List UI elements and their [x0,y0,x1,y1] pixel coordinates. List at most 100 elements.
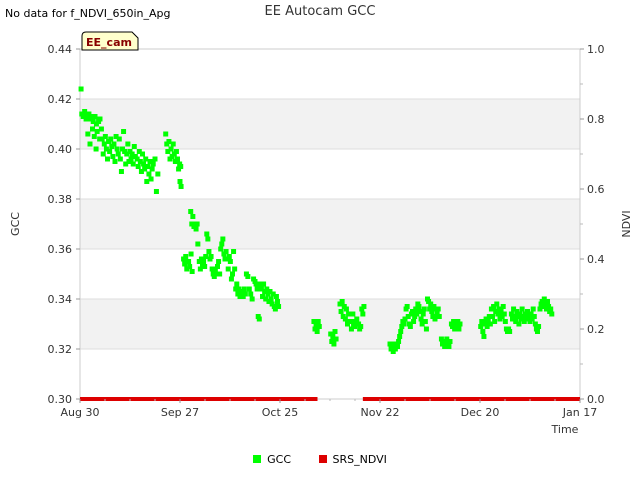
ndvi-segment [80,397,318,401]
gcc-point [420,311,426,317]
gcc-point [492,319,498,324]
gcc-point [498,309,504,314]
gcc-point [165,149,171,154]
gcc-point [90,119,96,124]
gcc-point [268,296,274,302]
gcc-point [94,129,100,134]
gcc-point [216,259,222,264]
site-badge-shape [81,31,139,51]
gcc-point [342,316,348,322]
gcc-point [490,314,495,319]
gcc-point [404,304,410,309]
right-axis: 0.0 0.2 0.4 0.6 0.8 1.0 [580,43,605,406]
background-band [80,199,580,249]
legend: GCC SRS_NDVI [0,453,640,466]
gcc-point [175,156,180,162]
legend-swatch-gcc [253,455,262,463]
gcc-point [213,271,219,277]
gcc-point [254,286,260,292]
gcc-point [91,134,97,139]
ndvi-series [80,397,580,401]
gcc-point [105,156,110,162]
gcc-point [166,139,172,144]
gcc-point [396,339,402,344]
gcc-point [436,314,442,319]
gcc-point [532,321,538,327]
gcc-point [479,319,485,324]
right-axis-label: NDVI [620,210,633,237]
gcc-point [444,336,450,342]
gcc-point [495,311,501,317]
gcc-point [402,316,408,322]
gcc-point [511,306,517,312]
gcc-point [513,319,519,324]
left-axis-label: GCC [9,212,22,236]
gcc-point [188,251,194,257]
gcc-point [253,281,259,287]
gcc-point [233,286,239,292]
gcc-point [114,146,120,152]
gcc-point [275,299,280,304]
legend-item-ndvi: SRS_NDVI [318,453,387,466]
right-tick-label: 0.4 [587,253,605,266]
gcc-point [241,286,247,292]
gcc-point [398,329,404,334]
gcc-point [456,326,462,332]
gcc-point [107,149,113,154]
gcc-point [189,269,195,274]
gcc-point [315,319,321,324]
gcc-point [108,136,114,142]
gcc-point [209,266,215,272]
gcc-point [148,176,154,182]
gcc-point [113,134,119,139]
gcc-point [140,151,145,157]
gcc-series [78,86,555,354]
gcc-point [97,116,103,122]
legend-item-gcc: GCC [253,453,291,466]
gcc-point [333,336,339,342]
gcc-point [338,309,344,314]
gcc-point [183,254,189,259]
gcc-point [423,326,429,332]
gcc-point [112,159,118,164]
right-tick-label: 0.0 [587,393,605,406]
site-badge: EE_cam [81,31,139,51]
gcc-point [178,164,184,169]
x-tick-label: Oct 25 [262,406,299,419]
gcc-point [168,146,174,152]
gcc-point [93,146,99,152]
gcc-point [89,114,95,119]
gcc-point [173,149,179,154]
gcc-point [194,221,200,227]
gcc-point [220,236,226,242]
gcc-point [332,329,338,334]
gcc-point [217,271,223,277]
gcc-point [149,166,155,172]
gcc-point [418,316,424,322]
gcc-point [429,309,435,314]
gcc-point [360,311,366,317]
gcc-point [138,169,144,174]
gcc-point [128,156,134,162]
gcc-point [142,166,148,172]
gcc-point [486,314,492,319]
gcc-point [358,324,364,329]
gcc-point [87,141,93,147]
gcc-point [517,311,523,317]
gcc-point [184,266,190,272]
gcc-point [346,311,352,317]
gcc-point [347,319,353,324]
x-tick-label: Nov 22 [361,406,400,419]
gcc-point [143,156,149,162]
gcc-point [530,306,536,312]
gcc-point [197,266,203,272]
gcc-point [195,241,201,247]
gcc-point [519,306,525,312]
gcc-point [134,156,140,162]
gcc-point [478,324,484,329]
gcc-point [548,306,554,312]
gcc-point [354,316,360,322]
gcc-point [223,249,229,254]
gcc-point [487,321,493,327]
gcc-point [417,309,423,314]
